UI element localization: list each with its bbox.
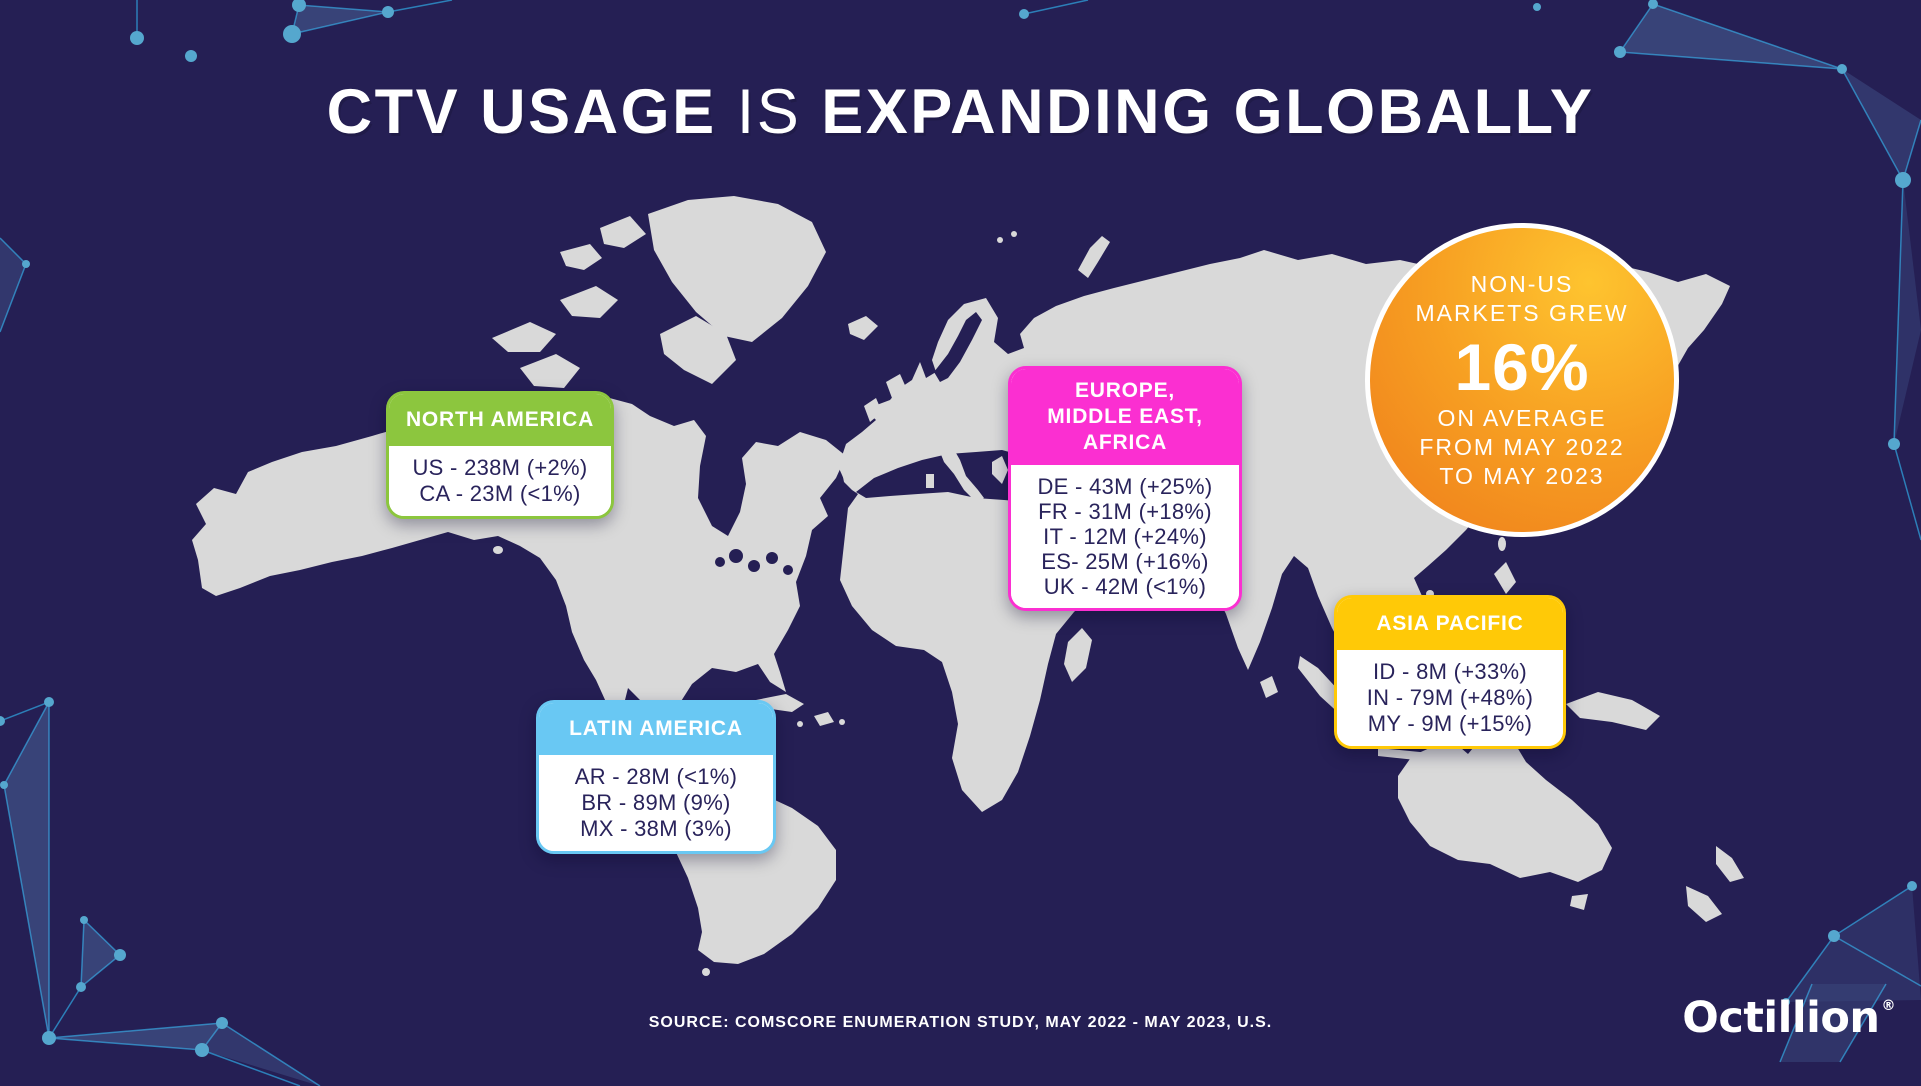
region-entry: ID - 8M (+33%) xyxy=(1373,659,1527,684)
new-zealand xyxy=(1686,846,1744,922)
badge-text-line: TO MAY 2023 xyxy=(1439,462,1605,489)
new-guinea xyxy=(1566,692,1660,730)
australia-landmass xyxy=(1398,720,1612,882)
philippines xyxy=(1494,562,1516,594)
source-citation: SOURCE: COMSCORE ENUMERATION STUDY, MAY … xyxy=(648,1014,1273,1031)
badge-text-line: ON AVERAGE xyxy=(1437,404,1607,431)
region-entry: UK - 42M (<1%) xyxy=(1043,574,1207,599)
region-entry: CA - 23M (<1%) xyxy=(419,481,581,506)
badge-text-line: NON-US xyxy=(1470,270,1574,297)
region-name: NORTH AMERICA xyxy=(405,408,595,431)
region-card-body: ID - 8M (+33%) IN - 79M (+48%) MY - 9M (… xyxy=(1337,650,1563,746)
growth-stat-badge: NON-US MARKETS GREW 16% ON AVERAGE FROM … xyxy=(1365,223,1679,537)
madagascar xyxy=(1064,628,1092,682)
region-entry: DE - 43M (+25%) xyxy=(1037,474,1213,499)
region-name-line: MIDDLE EAST, xyxy=(1047,405,1203,428)
region-card-latin-america: LATIN AMERICA AR - 28M (<1%) BR - 89M (9… xyxy=(536,700,776,854)
region-name-line: AFRICA xyxy=(1082,431,1168,454)
region-card-header: EUROPE, MIDDLE EAST, AFRICA xyxy=(1011,369,1239,465)
region-entry: ES- 25M (+16%) xyxy=(1041,549,1209,574)
logo-text: Octillion xyxy=(1682,993,1880,1043)
region-card-header: NORTH AMERICA xyxy=(389,394,611,446)
region-card-header: LATIN AMERICA xyxy=(539,703,773,755)
region-entry: IN - 79M (+48%) xyxy=(1366,685,1534,710)
region-entry: FR - 31M (+18%) xyxy=(1038,499,1212,524)
octillion-logo: Octillion ® xyxy=(1682,993,1896,1052)
greenland-landmass xyxy=(648,196,826,342)
iceland xyxy=(848,316,878,340)
badge-value: 16% xyxy=(1454,329,1590,404)
region-entry: MX - 38M (3%) xyxy=(580,816,732,841)
title-part-2: IS xyxy=(736,77,802,147)
tasmania xyxy=(1570,894,1588,910)
region-card-header: ASIA PACIFIC xyxy=(1337,598,1563,650)
region-entry: MY - 9M (+15%) xyxy=(1367,711,1533,736)
region-name: LATIN AMERICA xyxy=(569,717,743,740)
greece xyxy=(992,456,1008,484)
united-kingdom xyxy=(886,374,912,434)
baltic-sea xyxy=(934,312,982,382)
region-card-body: US - 238M (+2%) CA - 23M (<1%) xyxy=(389,446,611,516)
badge-text-line: MARKETS GREW xyxy=(1415,299,1629,326)
sri-lanka xyxy=(1260,676,1278,698)
italy xyxy=(940,446,984,502)
great-lakes xyxy=(715,549,793,575)
page-title: CTV USAGE IS EXPANDING GLOBALLY xyxy=(0,76,1921,148)
region-entry: BR - 89M (9%) xyxy=(581,790,731,815)
title-part-3: EXPANDING GLOBALLY xyxy=(821,77,1595,147)
region-card-emea: EUROPE, MIDDLE EAST, AFRICA DE - 43M (+2… xyxy=(1008,366,1242,611)
region-entry: US - 238M (+2%) xyxy=(412,455,588,480)
region-entry: AR - 28M (<1%) xyxy=(574,764,738,789)
title-part-1: CTV USAGE xyxy=(326,77,717,147)
region-card-asia-pacific: ASIA PACIFIC ID - 8M (+33%) IN - 79M (+4… xyxy=(1334,595,1566,749)
novaya-zemlya xyxy=(1078,236,1110,278)
region-entry: IT - 12M (+24%) xyxy=(1043,524,1207,549)
region-name: ASIA PACIFIC xyxy=(1376,612,1524,635)
region-card-body: AR - 28M (<1%) BR - 89M (9%) MX - 38M (3… xyxy=(539,755,773,851)
north-america-landmass xyxy=(192,396,846,812)
ireland xyxy=(864,398,882,422)
region-name-line: EUROPE, xyxy=(1074,379,1176,402)
registered-trademark-icon: ® xyxy=(1881,998,1896,1014)
badge-text-line: FROM MAY 2022 xyxy=(1419,433,1625,460)
region-card-north-america: NORTH AMERICA US - 238M (+2%) CA - 23M (… xyxy=(386,391,614,519)
region-card-body: DE - 43M (+25%) FR - 31M (+18%) IT - 12M… xyxy=(1011,465,1239,608)
